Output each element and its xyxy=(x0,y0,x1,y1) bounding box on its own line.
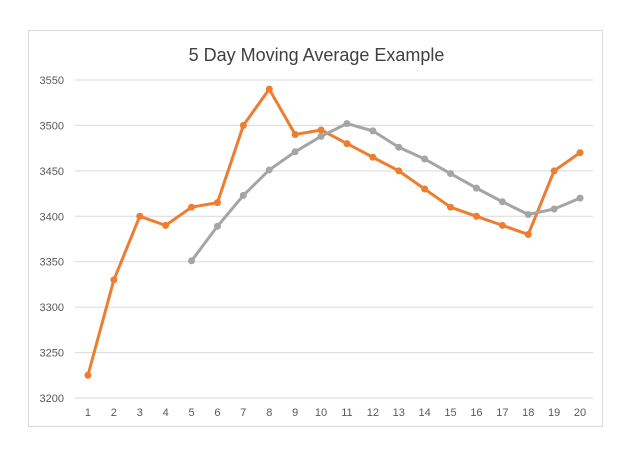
x-tick-label-4: 4 xyxy=(163,407,169,419)
series-2-point-5 xyxy=(188,257,196,265)
x-tick-label-10: 10 xyxy=(315,407,327,419)
x-tick-label-12: 12 xyxy=(367,407,379,419)
series-1-line xyxy=(86,87,582,377)
series-1-point-3 xyxy=(136,212,144,220)
series-2-point-7 xyxy=(239,191,247,199)
series-2-point-16 xyxy=(472,184,480,192)
series-1-point-13 xyxy=(395,167,403,175)
series-2-point-8 xyxy=(265,166,273,174)
series-1-point-20 xyxy=(576,149,584,157)
x-tick-label-7: 7 xyxy=(240,407,246,419)
x-tick-label-18: 18 xyxy=(522,407,534,419)
series-2-point-9 xyxy=(291,148,299,156)
series-1-point-12 xyxy=(369,153,377,161)
y-tick-label-3250: 3250 xyxy=(40,348,64,360)
series-2-point-17 xyxy=(498,198,506,206)
x-tick-label-14: 14 xyxy=(419,407,431,419)
chart-frame: 5 Day Moving Average Example 3200 3250 330… xyxy=(28,30,603,427)
series-2-point-20 xyxy=(576,194,584,202)
y-tick-label-3350: 3350 xyxy=(40,257,64,269)
y-tick-label-3500: 3500 xyxy=(40,120,64,132)
x-tick-label-2: 2 xyxy=(111,407,117,419)
chart-title: 5 Day Moving Average Example xyxy=(188,45,445,65)
x-tick-label-5: 5 xyxy=(188,407,194,419)
series-2-point-6 xyxy=(213,222,221,230)
x-tick-label-15: 15 xyxy=(444,407,456,419)
y-tick-label-3550: 3550 xyxy=(40,75,64,87)
y-tick-label-3450: 3450 xyxy=(40,166,64,178)
x-tick-label-6: 6 xyxy=(214,407,220,419)
y-tick-label-3300: 3300 xyxy=(40,302,64,314)
series-2-point-15 xyxy=(447,170,455,178)
series-1-point-14 xyxy=(421,185,429,193)
series-1-point-4 xyxy=(162,221,170,229)
y-tick-label-3400: 3400 xyxy=(40,211,64,223)
series-1-point-16 xyxy=(472,212,480,220)
series-2-point-10 xyxy=(317,132,325,140)
x-tick-label-1: 1 xyxy=(85,407,91,419)
series-2-point-18 xyxy=(524,210,532,218)
series-1-point-5 xyxy=(188,203,196,211)
series-1-point-17 xyxy=(498,221,506,229)
y-tick-label-3200: 3200 xyxy=(40,393,64,405)
series-2-point-13 xyxy=(395,143,403,151)
series-1-point-7 xyxy=(239,121,247,129)
series-1-point-10 xyxy=(317,126,325,134)
series-2-point-12 xyxy=(369,127,377,135)
series-2-point-19 xyxy=(550,205,558,213)
series-2-line xyxy=(190,122,582,263)
x-tick-label-13: 13 xyxy=(393,407,405,419)
series-1-point-19 xyxy=(550,167,558,175)
series-1-point-15 xyxy=(447,203,455,211)
series-1-point-8 xyxy=(265,85,273,93)
x-tick-label-9: 9 xyxy=(292,407,298,419)
series-1-point-18 xyxy=(524,230,532,238)
x-tick-label-16: 16 xyxy=(470,407,482,419)
x-tick-label-20: 20 xyxy=(574,407,586,419)
series-2-point-11 xyxy=(343,120,351,128)
x-tick-label-17: 17 xyxy=(496,407,508,419)
series-1-point-11 xyxy=(343,140,351,148)
series-1-point-1 xyxy=(84,371,92,379)
series-2-point-14 xyxy=(421,155,429,163)
x-tick-label-8: 8 xyxy=(266,407,272,419)
x-tick-label-19: 19 xyxy=(548,407,560,419)
series-1-point-2 xyxy=(110,276,118,284)
series-1-point-6 xyxy=(213,199,221,207)
x-tick-label-3: 3 xyxy=(137,407,143,419)
x-tick-label-11: 11 xyxy=(341,407,352,419)
series-1-point-9 xyxy=(291,131,299,139)
